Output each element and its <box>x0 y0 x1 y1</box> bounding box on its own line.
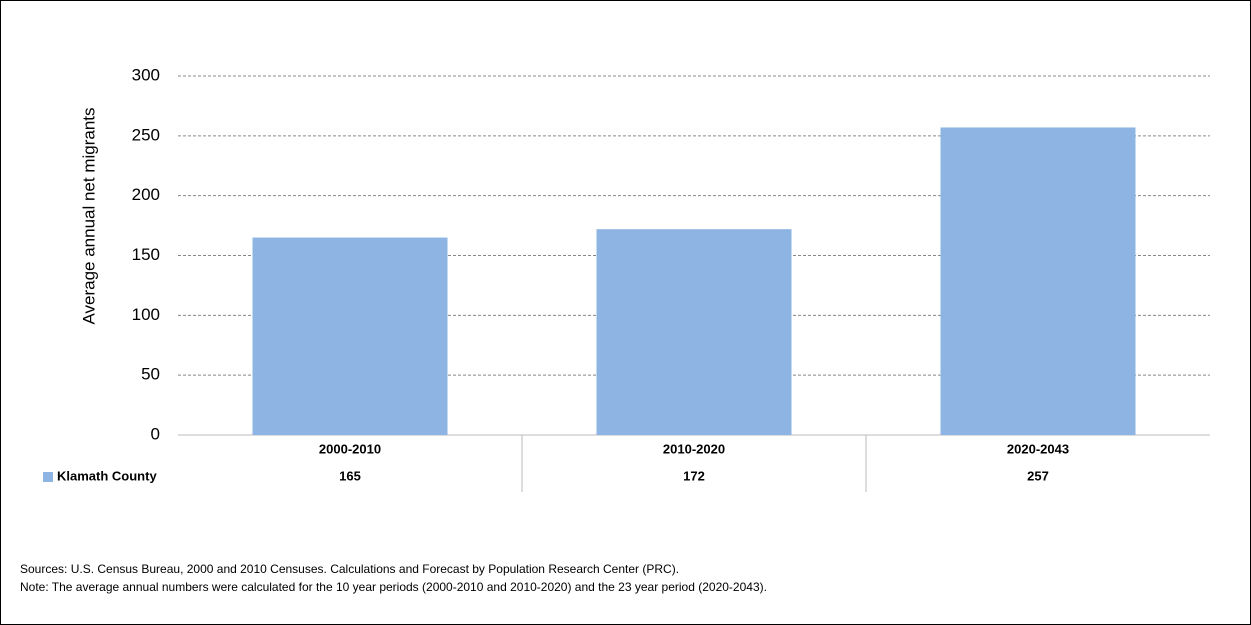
y-tick-label: 150 <box>132 245 160 264</box>
y-tick-label: 0 <box>151 424 160 443</box>
y-tick-label: 100 <box>132 305 160 324</box>
y-axis-title: Average annual net migrants <box>79 107 98 324</box>
y-tick-label: 50 <box>141 365 160 384</box>
y-tick-label: 200 <box>132 185 160 204</box>
y-tick-label: 250 <box>132 125 160 144</box>
bar <box>596 229 792 435</box>
legend-swatch <box>43 472 53 482</box>
table-value: 165 <box>339 468 361 483</box>
legend-label: Klamath County <box>57 468 157 483</box>
source: Sources: U.S. Census Bureau, 2000 and 20… <box>20 562 679 576</box>
note: Note: The average annual numbers were ca… <box>20 580 767 594</box>
x-tick-label: 2020-2043 <box>1007 441 1069 456</box>
table-value: 257 <box>1027 468 1049 483</box>
table-value: 172 <box>683 468 705 483</box>
bar <box>940 127 1136 435</box>
y-tick-label: 300 <box>132 65 160 84</box>
x-tick-label: 2000-2010 <box>319 441 381 456</box>
bar <box>252 237 448 435</box>
x-tick-label: 2010-2020 <box>663 441 725 456</box>
